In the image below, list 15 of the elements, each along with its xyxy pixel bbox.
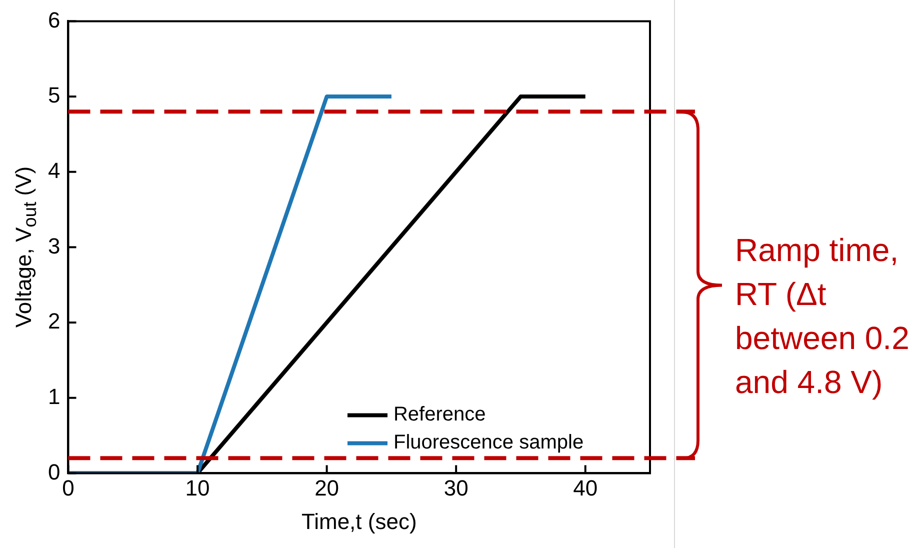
y-tick-label: 3 — [48, 233, 60, 258]
legend-label: Reference — [393, 404, 486, 426]
y-tick-label: 0 — [48, 459, 60, 484]
text: Ramp time, RT (Δt between 0.2 and 4.8 V) — [735, 231, 910, 402]
x-tick-label: 40 — [573, 475, 598, 500]
y-tick-label: 2 — [48, 308, 60, 334]
x-tick-label: 30 — [444, 475, 468, 500]
y-tick-label: 4 — [48, 158, 60, 183]
x-tick-label: 10 — [185, 475, 210, 500]
x-axis-title: Time,t (sec) — [301, 508, 417, 534]
x-tick-label: 20 — [314, 475, 340, 500]
y-tick-label: 6 — [48, 7, 60, 32]
legend-label: Fluorescence sample — [393, 432, 584, 454]
y-tick-label: 5 — [48, 82, 60, 108]
y-tick-label: 1 — [48, 384, 60, 409]
